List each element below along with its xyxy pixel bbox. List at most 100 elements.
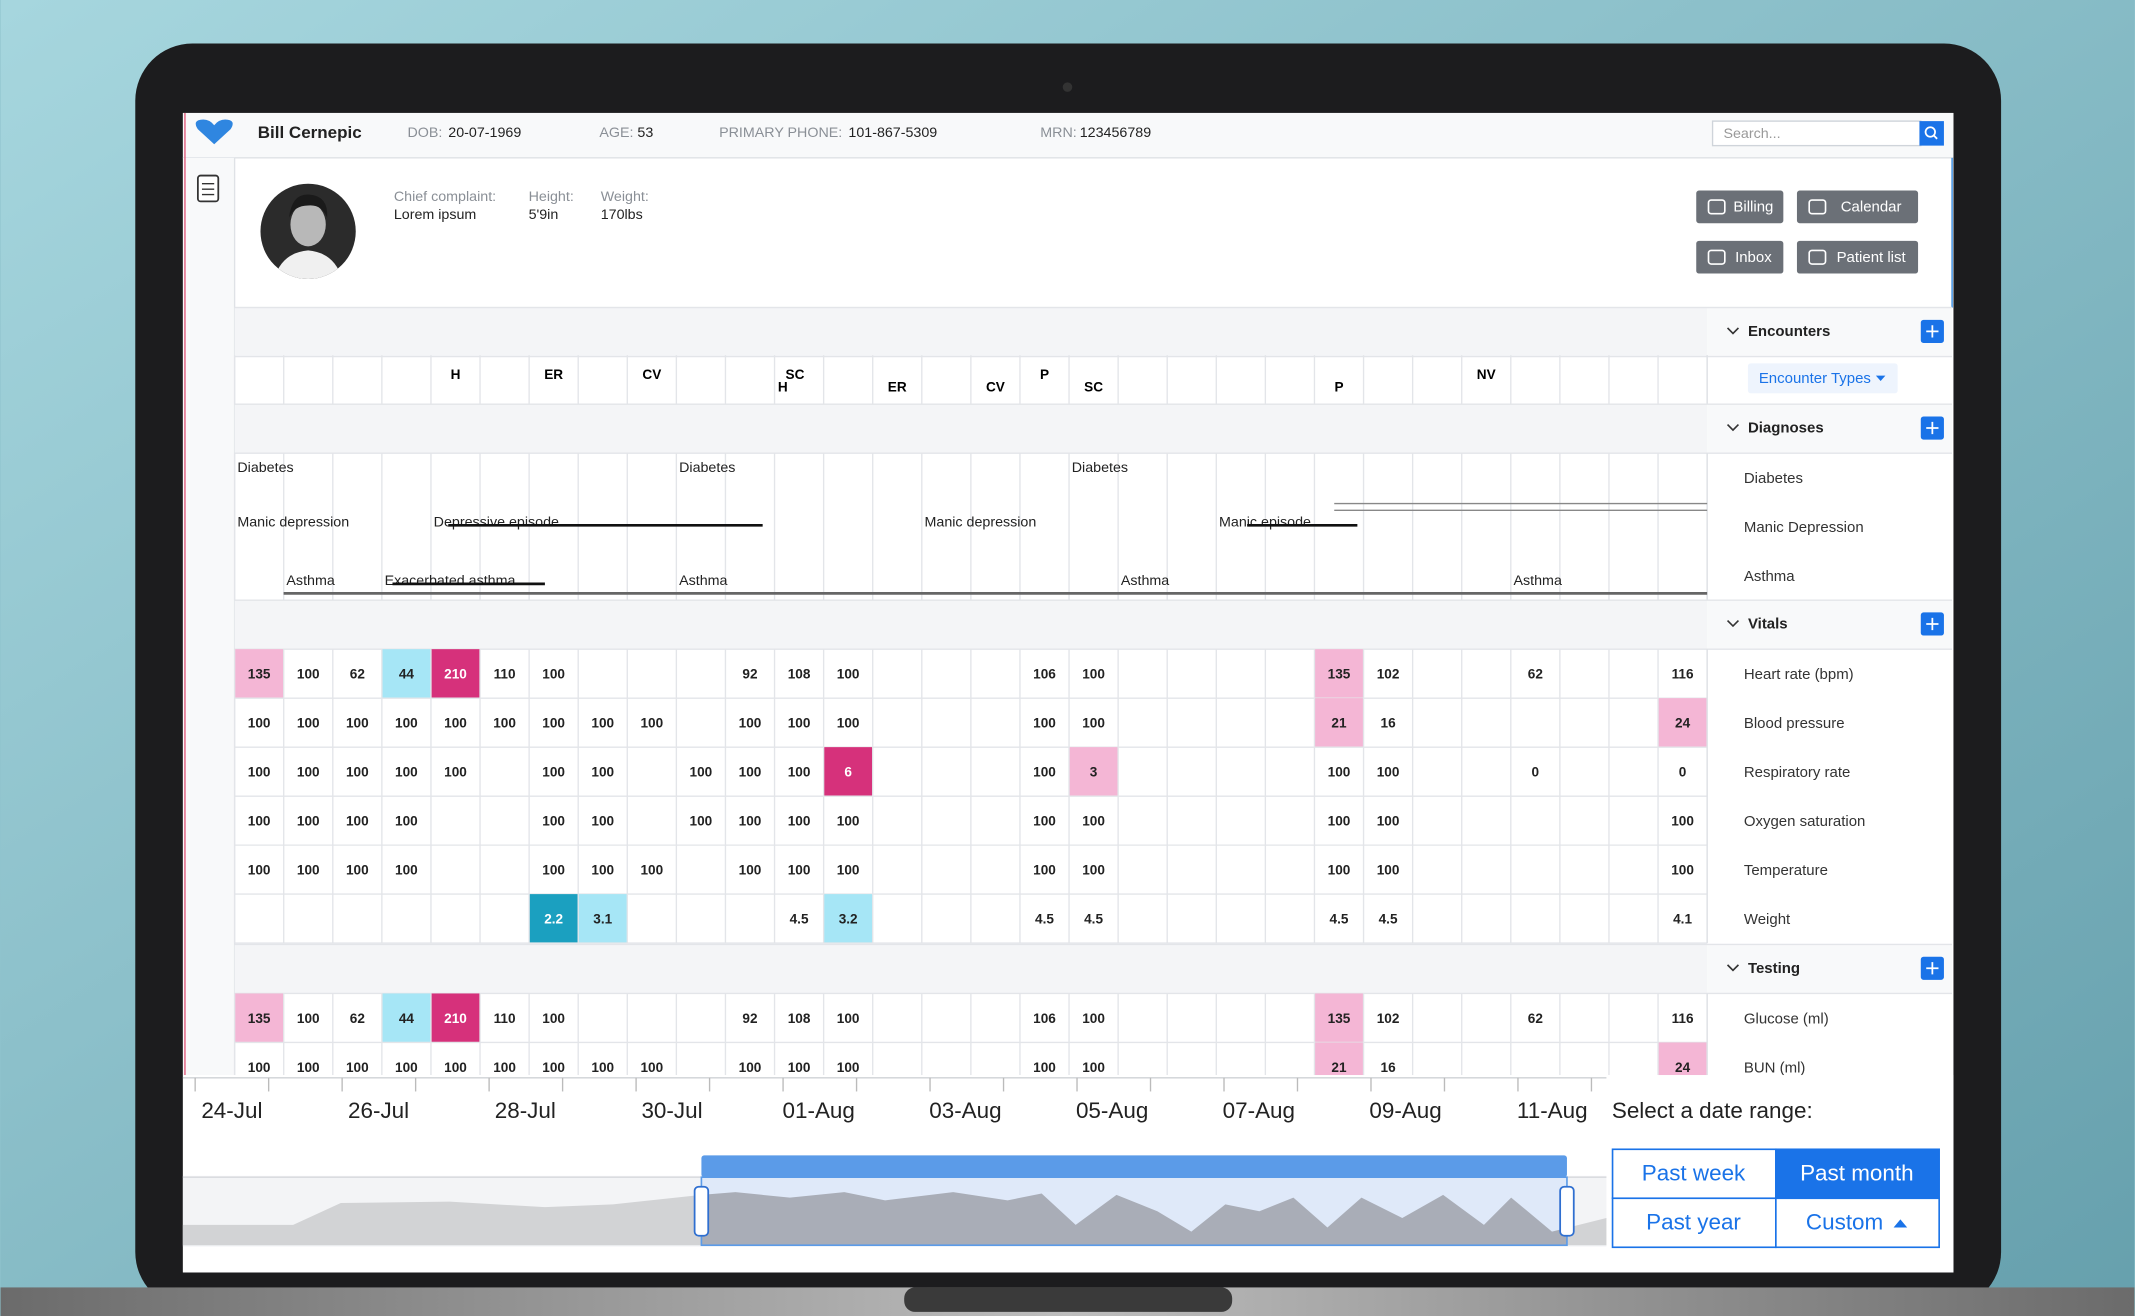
section-band	[234, 404, 1708, 454]
header-field-label: DOB:	[407, 125, 442, 141]
cell-value: 62	[350, 667, 366, 682]
cell-value: 4.5	[1035, 912, 1054, 927]
diagnosis-label: Asthma	[679, 573, 727, 589]
action-button[interactable]	[1696, 190, 1784, 224]
action-label: Patient list	[1837, 249, 1907, 266]
cell-value: 100	[542, 814, 565, 829]
action-buttons: Billing Calendar Inbox Patient list	[1696, 190, 1919, 274]
diagnosis-label: Depressive episode	[434, 514, 559, 530]
patient-field-label: Height:	[529, 189, 574, 205]
section-chevron[interactable]	[1726, 619, 1740, 628]
encounter-filter[interactable]	[1747, 363, 1898, 394]
row-label: Weight	[1744, 911, 1791, 928]
cell-value: 100	[1082, 716, 1105, 731]
cell-value: 100	[591, 814, 614, 829]
cell-value: 116	[1672, 1011, 1694, 1026]
row-label: Glucose (ml)	[1744, 1010, 1829, 1027]
cell-value: 6	[844, 765, 852, 780]
cell-value: 100	[837, 1011, 860, 1026]
logo	[195, 119, 233, 145]
section-chevron[interactable]	[1726, 327, 1740, 335]
range-handle-right[interactable]	[1559, 1185, 1575, 1237]
search-placeholder: Search...	[1723, 126, 1780, 142]
add-icon	[1926, 617, 1939, 631]
encounter-code: P	[1334, 379, 1343, 394]
cell-value: 16	[1381, 716, 1397, 731]
cell-value: 100	[248, 814, 271, 829]
range-label: Custom	[1806, 1209, 1883, 1234]
cell-value: 100	[788, 863, 811, 878]
range-button[interactable]	[1775, 1148, 1940, 1200]
action-button[interactable]	[1796, 190, 1919, 224]
cell-value: 100	[1377, 863, 1400, 878]
cell-value: 100	[542, 667, 565, 682]
cell-value: 100	[542, 863, 565, 878]
cell-value: 100	[346, 814, 369, 829]
timeline-date: 24-Jul	[201, 1098, 262, 1123]
range-button[interactable]	[1775, 1197, 1940, 1249]
cell-value: 135	[248, 667, 271, 682]
cell-value: 100	[739, 814, 762, 829]
section-chevron[interactable]	[1726, 424, 1740, 432]
cell-value: 100	[444, 765, 467, 780]
cell-value: 100	[542, 1060, 565, 1075]
patient-fields: Chief complaint: Lorem ipsum Height: 5'9in W…	[394, 189, 649, 223]
action-button[interactable]	[1696, 240, 1784, 274]
timeline-date: 30-Jul	[641, 1098, 702, 1123]
cell-value: 100	[395, 716, 418, 731]
cell-value: 4.5	[790, 912, 809, 927]
diagnosis-label: Diabetes	[679, 460, 735, 476]
cell-value: 100	[1033, 814, 1056, 829]
search-button[interactable]	[1919, 121, 1944, 146]
cell-value: 100	[1033, 1060, 1056, 1075]
range-button[interactable]	[1611, 1148, 1777, 1200]
highlight-cell	[234, 993, 284, 1043]
highlight-cell	[381, 649, 431, 699]
section-title: Diagnoses	[1748, 420, 1824, 437]
cell-value: 135	[1328, 667, 1351, 682]
cell-value: 100	[739, 1060, 762, 1075]
encounter-filter-label: Encounter Types	[1759, 370, 1871, 387]
encounter-code: SC	[1084, 379, 1103, 394]
action-label: Billing	[1733, 198, 1773, 215]
diagnosis-row-label: Diabetes	[1744, 470, 1803, 487]
action-icon	[1808, 199, 1827, 215]
patient-field-value: 170lbs	[601, 207, 643, 223]
timeline: 24-Jul 26-Jul 28-Jul 30-Jul 01-Aug 03-Aug 05-A…	[194, 1077, 1593, 1123]
action-icon	[1707, 199, 1726, 215]
cell-value: 100	[297, 765, 320, 780]
cell-value: 100	[739, 863, 762, 878]
action-icon	[1808, 249, 1827, 265]
cell-value: 100	[788, 765, 811, 780]
highlight-cell	[578, 894, 628, 944]
diagnosis-label: Asthma	[1121, 573, 1169, 589]
notes-icon-lines	[201, 183, 215, 196]
cell-value: 2.2	[544, 912, 563, 927]
diagnosis-label: Diabetes	[237, 460, 293, 476]
search-box[interactable]	[1711, 120, 1922, 147]
diagnosis-row-label: Manic Depression	[1744, 519, 1864, 536]
range-scrollbar[interactable]	[701, 1155, 1567, 1178]
range-button[interactable]	[1611, 1197, 1777, 1249]
cell-value: 100	[297, 667, 320, 682]
timeline-date: 03-Aug	[929, 1098, 1001, 1123]
cell-value: 100	[248, 1060, 271, 1075]
cell-value: 62	[1528, 1011, 1544, 1026]
header-field-label: MRN:	[1040, 125, 1076, 141]
timeline-date: 09-Aug	[1369, 1098, 1441, 1123]
section-chevron[interactable]	[1726, 964, 1740, 972]
cell-value: 100	[395, 863, 418, 878]
action-button[interactable]	[1796, 240, 1919, 274]
cell-value: 100	[297, 814, 320, 829]
sidebar	[182, 157, 235, 1076]
cell-value: 21	[1331, 1060, 1347, 1075]
cell-value: 135	[1328, 1011, 1351, 1026]
cell-value: 3.2	[839, 912, 858, 927]
cell-value: 24	[1675, 1060, 1691, 1075]
camera	[1062, 82, 1073, 92]
range-area-selected	[701, 1192, 1567, 1246]
cell-value: 100	[395, 765, 418, 780]
timeline-date: 07-Aug	[1223, 1098, 1295, 1123]
range-handle-left[interactable]	[693, 1185, 710, 1237]
